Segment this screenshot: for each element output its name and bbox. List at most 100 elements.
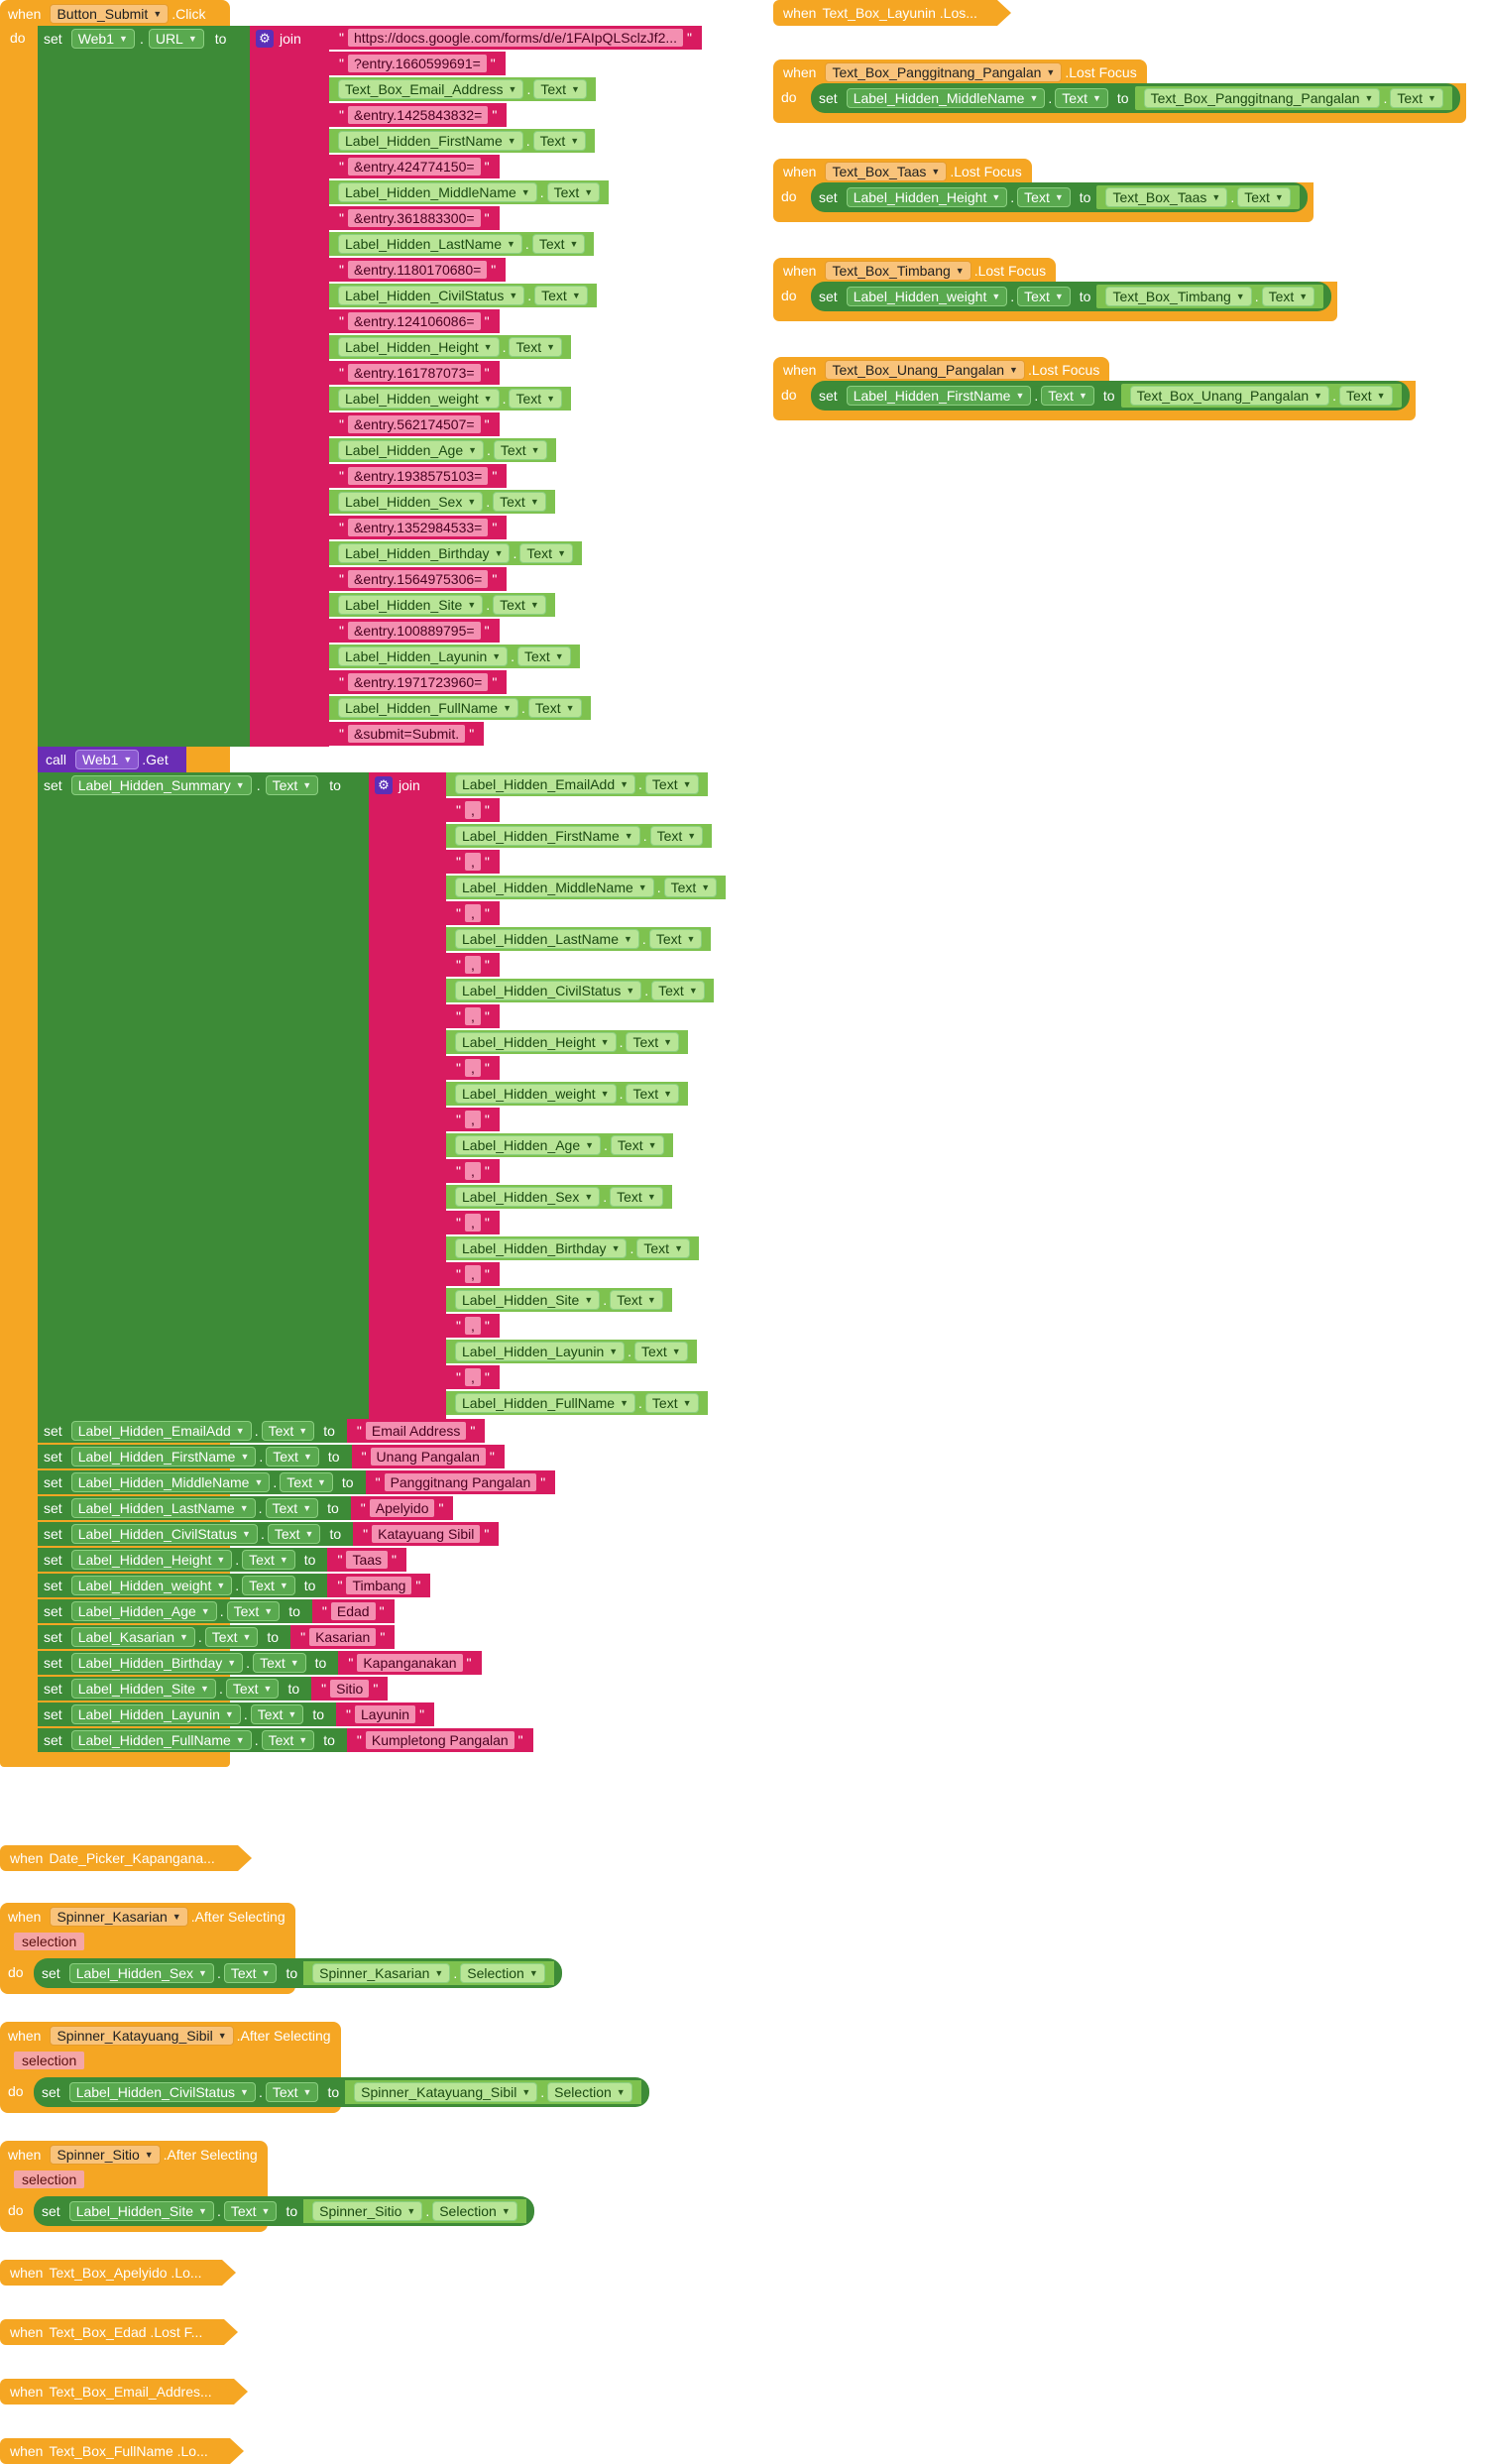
text-value[interactable]: &entry.1180170680= [347, 261, 488, 279]
text-string-block[interactable]: " Timbang " [327, 1574, 431, 1597]
text-value[interactable]: Edad [330, 1602, 376, 1620]
set-block[interactable]: set Label_Hidden_FullName ▼. Text ▼ to [38, 1728, 347, 1752]
component-dropdown[interactable]: Label_Hidden_MiddleName ▼ [455, 878, 654, 897]
property-dropdown[interactable]: Text ▼ [517, 646, 571, 666]
property-dropdown[interactable]: Text ▼ [265, 1498, 319, 1518]
property-dropdown[interactable]: Text ▼ [493, 440, 547, 460]
set-block[interactable]: set Label_Hidden_weight ▼. Text ▼ to Text_Box_… [811, 282, 1332, 311]
component-dropdown[interactable]: Label_Hidden_EmailAdd ▼ [455, 774, 636, 794]
text-value[interactable]: https://docs.google.com/forms/d/e/1FAIpQ… [347, 29, 684, 47]
set-label-reset-row[interactable]: set Label_Hidden_weight ▼. Text ▼ to " Timbang " [38, 1574, 431, 1597]
set-block[interactable]: set Label_Hidden_Site ▼. Text ▼ to [38, 1677, 312, 1701]
property-dropdown[interactable]: Text ▼ [1237, 187, 1291, 207]
property-dropdown[interactable]: Text ▼ [253, 1653, 306, 1673]
property-dropdown[interactable]: Text ▼ [634, 1342, 688, 1361]
component-getter-block[interactable]: Label_Hidden_Age ▼. Text ▼ [329, 438, 556, 462]
collapsed-edad-lost-focus[interactable]: when Text_Box_Edad .Lost F... [0, 2319, 238, 2345]
lost-focus-event-header[interactable]: when Text_Box_Panggitnang_Pangalan ▼ .Lost … [773, 59, 1147, 85]
component-getter-block[interactable]: Label_Hidden_FirstName ▼. Text ▼ [446, 824, 713, 848]
set-summary-block[interactable] [38, 772, 371, 1419]
text-value[interactable]: , [464, 956, 481, 974]
component-dropdown[interactable]: Label_Hidden_CivilStatus ▼ [338, 286, 525, 305]
property-dropdown[interactable]: Text ▼ [533, 79, 587, 99]
set-label-reset-row[interactable]: set Label_Hidden_CivilStatus ▼. Text ▼ to " Kat… [38, 1522, 500, 1546]
component-dropdown[interactable]: Text_Box_Taas ▼ [1105, 187, 1228, 207]
collapsed-layunin-lost-focus[interactable]: when Text_Box_Layunin .Los... [773, 0, 1011, 26]
set-block[interactable]: set Label_Hidden_LastName ▼. Text ▼ to [38, 1496, 351, 1520]
component-dropdown[interactable]: Label_Hidden_Height ▼ [846, 187, 1008, 207]
component-getter-block[interactable]: Label_Hidden_EmailAdd ▼. Text ▼ [446, 772, 708, 796]
property-dropdown[interactable]: Text ▼ [1017, 287, 1071, 306]
text-value[interactable]: &entry.1564975306= [347, 570, 489, 588]
component-getter-block[interactable]: Label_Hidden_Sex ▼. Text ▼ [329, 490, 555, 514]
url-join-block[interactable] [250, 26, 329, 747]
component-dropdown[interactable]: Label_Hidden_FirstName ▼ [846, 386, 1032, 406]
component-getter-block[interactable]: Label_Hidden_CivilStatus ▼. Text ▼ [446, 979, 714, 1002]
component-dropdown[interactable]: Spinner_Katayuang_Sibil ▼ [50, 2026, 234, 2046]
set-label-reset-row[interactable]: set Label_Hidden_MiddleName ▼. Text ▼ to " Pang… [38, 1470, 556, 1494]
component-dropdown[interactable]: Spinner_Sitio ▼ [312, 2201, 423, 2221]
set-block[interactable]: set Label_Hidden_Layunin ▼. Text ▼ to [38, 1702, 337, 1726]
component-dropdown[interactable]: Label_Hidden_LastName ▼ [70, 1498, 256, 1518]
property-dropdown[interactable]: Text ▼ [266, 1447, 319, 1467]
property-dropdown[interactable]: Text ▼ [531, 234, 586, 254]
component-dropdown[interactable]: Text_Box_Panggitnang_Pangalan ▼ [825, 62, 1063, 82]
property-dropdown[interactable]: Text ▼ [223, 2201, 278, 2221]
text-string-block[interactable]: " ?entry.1660599691= " [329, 52, 506, 75]
text-value[interactable]: Panggitnang Pangalan [384, 1473, 537, 1491]
component-getter-block[interactable]: Text_Box_Timbang ▼. Text ▼ [1096, 285, 1324, 308]
text-string-block[interactable]: " &entry.1180170680= " [329, 258, 507, 282]
text-string-block[interactable]: " Katayuang Sibil " [353, 1522, 500, 1546]
text-string-block[interactable]: " Sitio " [311, 1677, 389, 1701]
component-dropdown[interactable]: Label_Hidden_MiddleName ▼ [338, 182, 537, 202]
component-dropdown[interactable]: Spinner_Kasarian ▼ [50, 1907, 188, 1927]
text-string-block[interactable]: " &entry.124106086= " [329, 309, 500, 333]
component-getter-block[interactable]: Label_Hidden_Layunin ▼. Text ▼ [446, 1340, 697, 1363]
component-getter-block[interactable]: Label_Hidden_Age ▼. Text ▼ [446, 1133, 673, 1157]
property-dropdown[interactable]: Text ▼ [1055, 88, 1108, 108]
component-dropdown[interactable]: Label_Hidden_FirstName ▼ [70, 1447, 257, 1467]
component-dropdown[interactable]: Label_Hidden_FullName ▼ [455, 1393, 636, 1413]
text-string-block[interactable]: " &entry.1352984533= " [329, 516, 508, 539]
text-string-block[interactable]: " &entry.424774150= " [329, 155, 500, 178]
gear-icon[interactable]: ⚙ [256, 30, 274, 48]
set-block[interactable]: set Label_Hidden_Height ▼. Text ▼ to [38, 1548, 328, 1572]
text-string-block[interactable]: " Unang Pangalan " [351, 1445, 505, 1468]
component-dropdown[interactable]: Label_Hidden_Site ▼ [68, 2201, 214, 2221]
property-dropdown[interactable]: Text ▼ [204, 1627, 259, 1647]
text-string-block[interactable]: ", " [446, 1159, 500, 1183]
set-label-reset-row[interactable]: set Label_Hidden_Layunin ▼. Text ▼ to " Layunin… [38, 1702, 435, 1726]
event-parameter[interactable]: selection [14, 2050, 85, 2071]
property-dropdown[interactable]: Text ▼ [493, 595, 546, 615]
component-dropdown[interactable]: Label_Hidden_LastName ▼ [338, 234, 522, 254]
set-label-reset-row[interactable]: set Label_Hidden_LastName ▼. Text ▼ to " Apelyi… [38, 1496, 454, 1520]
web-property-dropdown[interactable]: URL ▼ [148, 29, 204, 49]
text-string-block[interactable]: ", " [446, 798, 500, 822]
set-block[interactable]: set Label_Hidden_weight ▼. Text ▼ to [38, 1574, 328, 1597]
component-dropdown[interactable]: Label_Hidden_Site ▼ [338, 595, 484, 615]
text-string-block[interactable]: " &entry.1425843832= " [329, 103, 508, 127]
set-block[interactable]: set Label_Hidden_MiddleName ▼. Text ▼ to Text_… [811, 83, 1460, 113]
text-value[interactable]: &entry.1425843832= [347, 106, 489, 124]
property-dropdown[interactable]: Text ▼ [261, 1421, 315, 1441]
component-dropdown[interactable]: Label_Hidden_Height ▼ [70, 1550, 233, 1570]
component-dropdown[interactable]: Label_Hidden_Site ▼ [70, 1679, 216, 1699]
component-dropdown[interactable]: Label_Hidden_FirstName ▼ [338, 131, 523, 151]
text-string-block[interactable]: " https://docs.google.com/forms/d/e/1FAIp… [329, 26, 703, 50]
text-string-block[interactable]: ", " [446, 1314, 500, 1338]
text-string-block[interactable]: ", " [446, 1211, 500, 1234]
set-label-reset-row[interactable]: set Label_Hidden_FullName ▼. Text ▼ to " Kumple… [38, 1728, 533, 1752]
component-getter-block[interactable]: Label_Hidden_Sex ▼. Text ▼ [446, 1185, 672, 1209]
component-getter-block[interactable]: Label_Hidden_Site ▼. Text ▼ [446, 1288, 672, 1312]
component-dropdown[interactable]: Label_Kasarian ▼ [70, 1627, 195, 1647]
component-dropdown[interactable]: Label_Hidden_MiddleName ▼ [846, 88, 1046, 108]
text-value[interactable]: &entry.424774150= [347, 158, 481, 176]
text-string-block[interactable]: " &entry.562174507= " [329, 412, 500, 436]
text-value[interactable]: &submit=Submit. [347, 725, 466, 743]
property-dropdown[interactable]: Text ▼ [493, 492, 546, 512]
component-getter-block[interactable]: Label_Hidden_LastName ▼. Text ▼ [446, 927, 712, 951]
property-dropdown[interactable]: Text ▼ [509, 337, 563, 357]
property-dropdown[interactable]: Text ▼ [546, 182, 601, 202]
property-dropdown[interactable]: Text ▼ [261, 1730, 315, 1750]
property-dropdown[interactable]: Text ▼ [644, 1393, 699, 1413]
